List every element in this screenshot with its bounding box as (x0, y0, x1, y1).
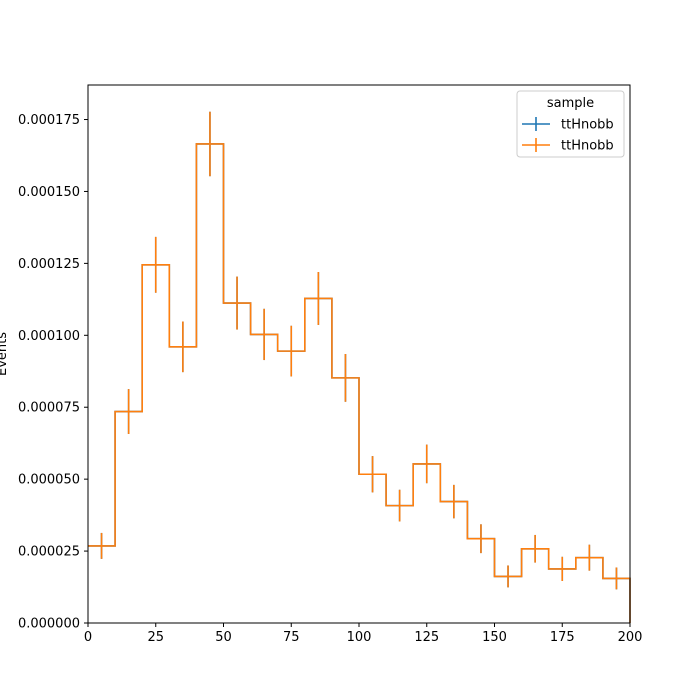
series-1 (88, 111, 631, 623)
y-tick-label: 0.000100 (18, 329, 80, 344)
y-axis: 0.000000 0.000025 0.000050 0.000075 0.000100… (18, 113, 88, 632)
legend: sample ttHnobb ttHnobb (516, 90, 625, 158)
series-2 (88, 111, 631, 623)
legend-entry: ttHnobb (522, 138, 614, 154)
legend-box (516, 90, 625, 158)
x-tick-label: 0 (84, 630, 92, 645)
legend-label: ttHnobb (561, 118, 614, 133)
x-tick-label: 175 (550, 630, 575, 645)
x-tick-label: 100 (347, 630, 372, 645)
x-tick-label: 75 (283, 630, 300, 645)
legend-entry: ttHnobb (522, 117, 614, 133)
x-tick-label: 200 (618, 630, 643, 645)
legend-title: sample (547, 96, 594, 111)
legend-label: ttHnobb (561, 139, 614, 154)
y-tick-label: 0.000075 (18, 401, 80, 416)
y-tick-label: 0.000050 (18, 473, 80, 488)
legend-entries: ttHnobb ttHnobb (522, 117, 614, 154)
series-layer (88, 111, 631, 623)
axes-frame (87, 84, 631, 624)
x-tick-label: 25 (147, 630, 164, 645)
y-tick-label: 0.000175 (18, 113, 80, 128)
x-tick-label: 125 (414, 630, 439, 645)
x-tick-label: 150 (482, 630, 507, 645)
y-axis-label: Events (0, 332, 10, 376)
x-tick-label: 50 (215, 630, 232, 645)
y-tick-label: 0.000025 (18, 545, 80, 560)
y-tick-label: 0.000000 (18, 617, 80, 632)
histogram-step-line (88, 143, 631, 623)
y-tick-label: 0.000150 (18, 185, 80, 200)
x-axis: 0 25 50 75 100 125 150 175 200 (84, 623, 643, 645)
y-tick-label: 0.000125 (18, 257, 80, 272)
